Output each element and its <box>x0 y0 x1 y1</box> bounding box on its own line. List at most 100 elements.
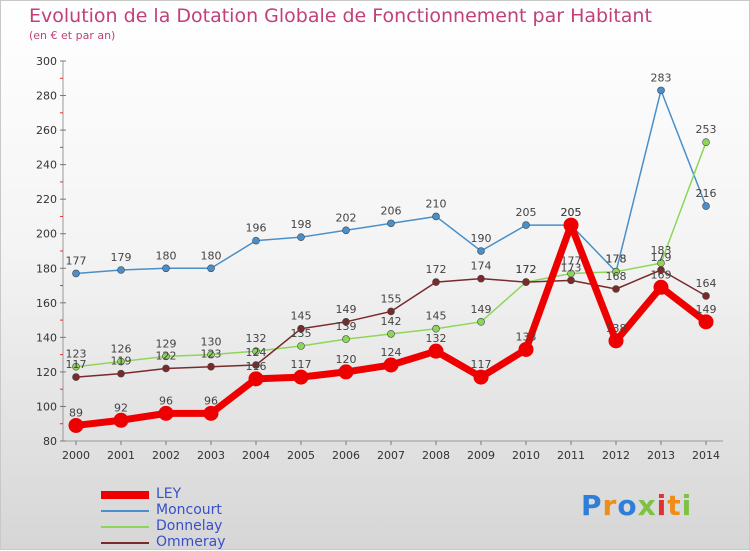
data-point-ley <box>698 314 714 330</box>
data-point-ley <box>518 341 534 357</box>
x-tick-label: 2014 <box>692 449 720 462</box>
data-label-moncourt: 198 <box>291 218 312 231</box>
data-point-ley <box>248 371 264 387</box>
data-label-moncourt: 190 <box>471 232 492 245</box>
chart-title: Evolution de la Dotation Globale de Fonc… <box>29 5 652 27</box>
data-label-ley: 116 <box>246 360 267 373</box>
data-point-moncourt <box>162 264 170 273</box>
data-label-donnelay: 129 <box>156 337 177 350</box>
data-point-donnelay <box>162 352 170 361</box>
data-point-donnelay <box>297 342 305 350</box>
data-label-ley: 205 <box>561 206 582 219</box>
legend-item-donnelay: Donnelay <box>101 518 321 535</box>
data-point-moncourt <box>72 269 80 278</box>
y-tick-label: 100 <box>36 400 57 413</box>
y-tick-label: 180 <box>36 262 57 275</box>
data-label-ley: 133 <box>516 330 537 343</box>
data-point-moncourt <box>387 219 395 228</box>
data-point-ley <box>608 333 624 349</box>
data-label-moncourt: 196 <box>246 222 267 235</box>
legend-label: Moncourt <box>156 502 222 518</box>
logo-letter: r <box>602 489 618 522</box>
data-point-moncourt <box>702 202 710 210</box>
y-tick-label: 160 <box>36 297 57 310</box>
logo-letter: P <box>581 489 603 522</box>
data-point-moncourt <box>342 226 350 235</box>
data-point-moncourt <box>657 86 665 95</box>
x-tick-label: 2005 <box>287 449 315 462</box>
data-label-ley: 120 <box>336 353 357 366</box>
data-point-donnelay <box>117 357 125 366</box>
data-point-ommeray <box>342 318 350 326</box>
data-label-ley: 89 <box>69 406 83 419</box>
legend-swatch <box>101 510 149 512</box>
data-label-ley: 117 <box>291 358 312 371</box>
x-tick-label: 2012 <box>602 449 630 462</box>
data-point-ommeray <box>432 278 440 286</box>
legend-label: Ommeray <box>156 534 226 550</box>
data-point-donnelay <box>72 362 80 371</box>
x-tick-label: 2007 <box>377 449 405 462</box>
data-label-ley: 92 <box>114 401 128 414</box>
data-label-donnelay: 177 <box>561 254 582 267</box>
data-point-ley <box>113 412 129 428</box>
data-point-ley <box>383 357 399 373</box>
data-label-ommeray: 124 <box>246 346 267 359</box>
legend-label: Donnelay <box>156 518 223 534</box>
logo-letter: t <box>667 489 682 522</box>
data-point-ommeray <box>207 362 215 371</box>
data-point-ley <box>293 369 309 385</box>
data-label-donnelay: 183 <box>651 244 672 257</box>
data-label-ommeray: 149 <box>336 303 357 316</box>
y-tick-label: 140 <box>36 331 57 344</box>
data-label-donnelay: 126 <box>111 343 132 356</box>
data-point-ommeray <box>477 274 485 283</box>
x-tick-label: 2002 <box>152 449 180 462</box>
data-label-ley: 96 <box>159 394 173 407</box>
y-tick-label: 300 <box>36 55 57 68</box>
data-label-ley: 138 <box>606 322 627 335</box>
data-point-donnelay <box>702 138 710 146</box>
x-tick-label: 2009 <box>467 449 495 462</box>
legend-swatch <box>101 491 149 499</box>
data-label-moncourt: 180 <box>156 249 177 262</box>
chart-subtitle: (en € et par an) <box>29 29 116 42</box>
x-tick-label: 2013 <box>647 449 675 462</box>
data-point-moncourt <box>117 266 125 274</box>
legend-swatch <box>101 526 149 528</box>
data-label-donnelay: 145 <box>426 310 447 323</box>
data-point-ommeray <box>567 276 575 285</box>
series-line-moncourt <box>75 89 707 275</box>
data-point-donnelay <box>477 318 485 326</box>
data-label-donnelay: 139 <box>336 320 357 333</box>
data-point-moncourt <box>297 233 305 241</box>
legend-item-ley: LEY <box>101 486 321 503</box>
data-point-ommeray <box>702 292 710 300</box>
data-label-ley: 169 <box>651 268 672 281</box>
data-label-ommeray: 173 <box>561 261 582 274</box>
logo-letter: o <box>617 489 638 522</box>
data-label-ley: 132 <box>426 332 447 345</box>
data-label-donnelay: 178 <box>606 253 627 266</box>
data-label-ommeray: 123 <box>201 348 222 361</box>
y-tick-label: 260 <box>36 124 57 137</box>
data-label-ommeray: 179 <box>651 251 672 264</box>
logo-letter: x <box>637 489 657 522</box>
data-point-moncourt <box>432 212 440 221</box>
x-tick-label: 2006 <box>332 449 360 462</box>
data-point-donnelay <box>387 330 395 338</box>
data-point-donnelay <box>432 324 440 333</box>
x-tick-label: 2008 <box>422 449 450 462</box>
data-point-ommeray <box>387 307 395 316</box>
data-point-ley <box>68 417 84 433</box>
data-point-moncourt <box>522 221 530 229</box>
data-label-donnelay: 253 <box>696 123 717 136</box>
x-tick-label: 2010 <box>512 449 540 462</box>
data-point-ommeray <box>72 373 80 381</box>
data-label-moncourt: 202 <box>336 211 357 224</box>
data-label-moncourt: 216 <box>696 187 717 200</box>
data-point-donnelay <box>342 335 350 343</box>
data-point-ommeray <box>117 369 125 378</box>
data-label-ommeray: 122 <box>156 349 177 362</box>
